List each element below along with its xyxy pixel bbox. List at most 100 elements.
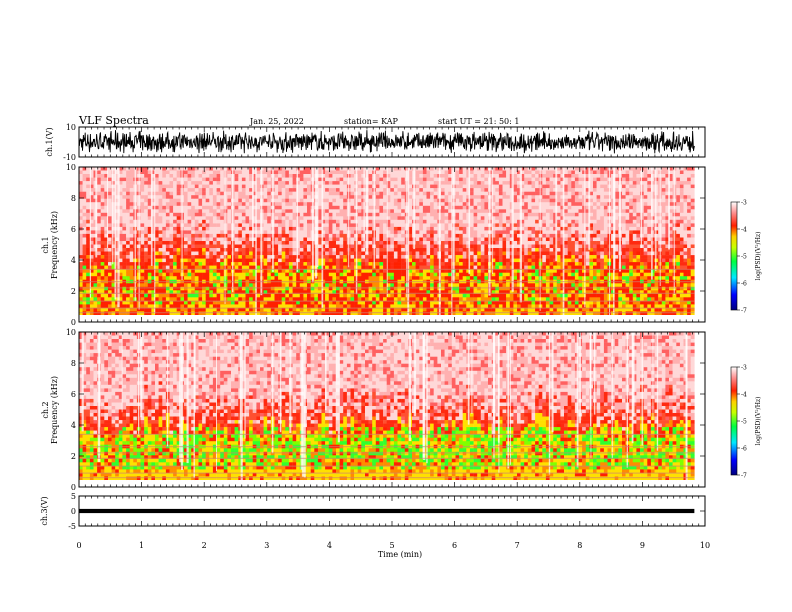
spectrogram-cell [198,184,203,189]
spectrogram-cell [274,241,279,245]
spectrogram-cell [151,177,156,182]
spectrogram-cell [422,177,427,182]
spectrogram-cell [307,265,311,270]
spectrogram-cell [412,286,416,291]
spectrogram-cell [296,170,301,175]
spectrogram-cell [426,181,431,185]
spectrogram-cell [115,167,120,171]
spectrogram-cell [165,248,170,252]
spectrogram-cell [140,251,145,256]
spectrogram-cell [173,248,177,252]
spectrogram-cell [180,300,185,305]
spectrogram-cell [118,181,123,185]
spectrogram-cell [285,258,290,263]
spectrogram-cell [307,262,311,266]
spectrogram-cell [390,216,395,221]
spectrogram-cell [140,318,145,323]
spectrogram-cell [176,188,181,192]
spectrogram-cell [303,283,308,288]
spectrogram-cell [441,198,445,203]
spectrogram-cell [191,244,196,249]
spectrogram-cell [79,212,83,217]
spectrogram-cell [310,300,315,305]
spectrogram-cell [321,198,326,203]
spectrogram-cell [310,283,315,288]
spectrogram-cell [321,237,326,242]
spectrogram-cell [104,304,109,309]
spectrogram-cell [285,233,290,238]
spectrogram-cell [79,269,83,273]
spectrogram-cell [100,209,105,214]
spectrogram-cell [346,315,351,319]
spectrogram-cell [89,300,94,305]
spectrogram-cell [350,297,355,302]
spectrogram-cell [100,233,105,238]
spectrogram-cell [97,276,101,280]
spectrogram-cell [111,300,116,305]
spectrogram-cell [165,265,170,270]
spectrogram-cell [79,248,83,252]
spectrogram-cell [466,216,471,221]
spectrogram-cell [292,188,297,192]
spectrogram-cell [332,188,337,192]
spectrogram-cell [397,184,402,189]
spectrogram-cell [249,248,253,252]
spectrogram-cell [321,297,326,302]
spectrogram-cell [343,255,348,259]
spectrogram-cell [415,262,420,266]
spectrogram-cell [332,174,337,178]
spectrogram-cell [155,244,159,249]
spectrogram-cell [328,297,333,302]
spectrogram-cell [140,304,145,309]
spectrogram-cell [252,248,257,252]
spectrogram-cell [151,195,156,199]
spectrogram-cell [365,286,369,291]
spectrogram-cell [111,230,116,235]
spectrogram-cell [194,237,199,242]
spectrogram-cell [303,265,308,270]
spectrogram-cell [245,191,250,196]
spectrogram-cell [267,304,272,309]
spectrogram-cell [448,304,453,309]
spectrogram-cell [448,202,453,206]
spectrogram-cell [270,276,275,280]
spectrogram-cell [100,205,105,210]
spectrogram-cell [466,188,471,192]
spectrogram-cell [346,307,351,312]
spectrogram-cell [462,251,467,256]
spectrogram-cell [419,251,424,256]
spectrogram-cell [281,269,286,273]
spectrogram-cell [270,286,275,291]
spectrogram-cell [86,195,91,199]
spectrogram-cell [303,195,308,199]
spectrogram-cell [187,226,192,231]
spectrogram-cell [267,258,272,263]
spectrogram-cell [144,311,149,316]
spectrogram-cell [104,244,109,249]
spectrogram-cell [441,272,445,277]
spectrogram-cell [82,174,87,178]
spectrogram-cell [299,283,304,288]
spectrogram-cell [216,272,221,277]
spectrogram-cell [249,188,253,192]
spectrogram-cell [357,244,362,249]
spectrogram-cell [115,297,120,302]
spectrogram-cell [220,286,225,291]
spectrogram-cell [299,300,304,305]
spectrogram-cell [176,258,181,263]
spectrogram-cell [390,272,395,277]
spectrogram-cell [415,283,420,288]
spectrogram-cell [361,216,366,221]
spectrogram-cell [227,304,232,309]
spectrogram-cell [209,258,214,263]
spectrogram-cell [169,241,174,245]
spectrogram-cell [194,216,199,221]
spectrogram-cell [430,216,434,221]
spectrogram-cell [459,237,463,242]
spectrogram-cell [292,167,297,171]
spectrogram-cell [288,219,293,224]
spectrogram-cell [357,226,362,231]
spectrogram-cell [459,184,463,189]
spectrogram-cell [433,244,438,249]
spectrogram-cell [285,205,290,210]
